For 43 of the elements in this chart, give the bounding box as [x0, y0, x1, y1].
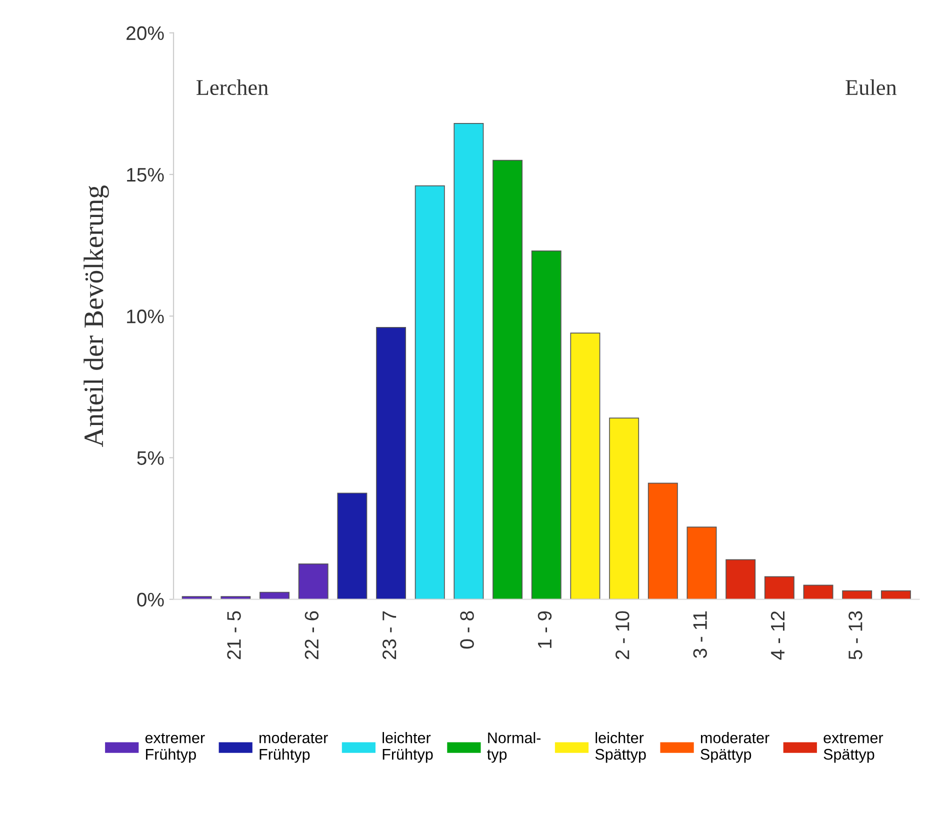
legend-label: moderater Frühtyp	[260, 732, 328, 763]
annotation: Eulen	[846, 79, 897, 96]
bar	[376, 326, 406, 600]
bar	[686, 526, 717, 600]
x-tick-label: 3 - 11	[693, 611, 707, 658]
bar	[764, 576, 794, 600]
legend-label: leichter Frühtyp	[382, 732, 433, 763]
bar	[609, 418, 640, 600]
annotation: Lerchen	[196, 79, 268, 96]
bar	[182, 596, 212, 600]
legend-label: extremer Frühtyp	[145, 733, 205, 763]
y-tick-label: 20%	[126, 26, 164, 40]
x-tick-label: 23 - 7	[382, 611, 396, 660]
y-tick-label: 5%	[137, 451, 164, 465]
x-tick-label: 2 - 10	[616, 611, 630, 660]
bar	[337, 492, 368, 600]
y-axis-title: Anteil der Bevölkerung	[84, 185, 109, 447]
bar	[220, 596, 251, 600]
y-tick-label: 0%	[137, 592, 164, 607]
x-tick-label: 22 - 6	[304, 611, 319, 660]
legend-label: leichter Spättyp	[595, 732, 646, 763]
bar	[648, 482, 678, 600]
bar	[414, 185, 445, 600]
legend-label: Normal-typ	[487, 732, 541, 763]
legend-label: moderater Spättyp	[700, 732, 770, 763]
bar	[803, 584, 834, 600]
x-tick-label: 5 - 13	[848, 611, 862, 660]
x-tick-label: 4 - 12	[770, 611, 784, 660]
y-tick-label: 15%	[127, 168, 164, 182]
bar	[726, 559, 756, 600]
x-tick-label: 21 - 5	[227, 611, 241, 660]
y-tick-label: 10%	[127, 310, 164, 324]
bar	[260, 592, 290, 600]
bar	[842, 590, 872, 600]
bar	[298, 564, 328, 600]
bar	[570, 332, 600, 600]
legend-label: extremer Spättyp	[824, 733, 884, 763]
x-tick-label: 1 - 9	[538, 611, 552, 648]
bar	[880, 590, 911, 600]
bar	[531, 250, 562, 600]
x-tick-label: 0 - 8	[460, 611, 474, 649]
bar	[454, 123, 484, 600]
bar	[492, 160, 523, 600]
